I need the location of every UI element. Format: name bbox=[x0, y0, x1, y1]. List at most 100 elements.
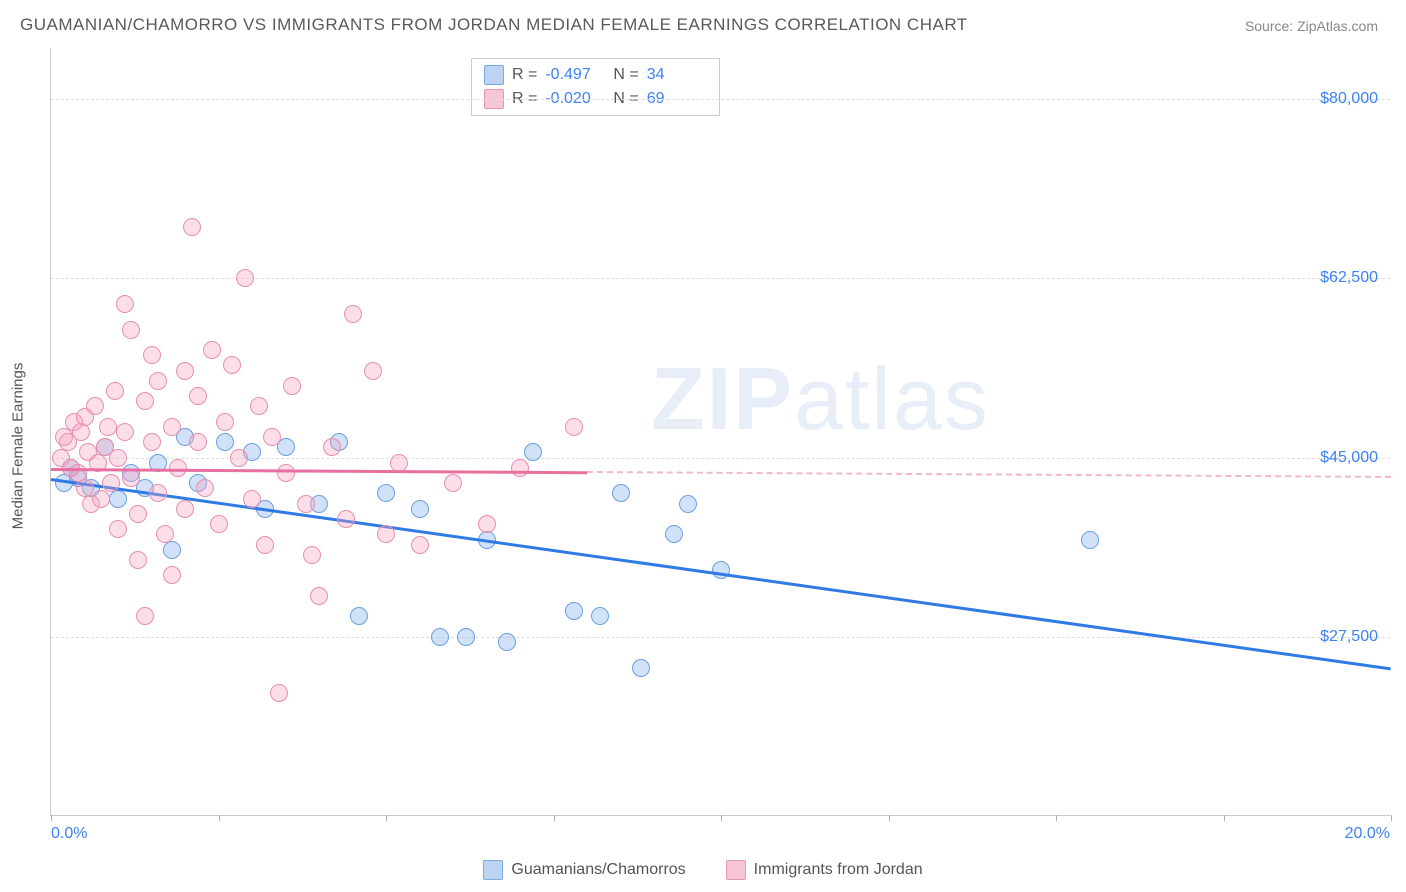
data-point-jordan bbox=[143, 346, 161, 364]
n-value-1: 34 bbox=[647, 66, 707, 84]
x-tick bbox=[51, 815, 52, 821]
bottom-legend: Guamanians/Chamorros Immigrants from Jor… bbox=[0, 860, 1406, 880]
data-point-jordan bbox=[116, 295, 134, 313]
data-point-guam bbox=[411, 500, 429, 518]
data-point-jordan bbox=[176, 362, 194, 380]
data-point-guam bbox=[163, 541, 181, 559]
y-axis-title: Median Female Earnings bbox=[10, 363, 27, 530]
data-point-jordan bbox=[377, 525, 395, 543]
watermark: ZIPatlas bbox=[651, 348, 990, 450]
legend-item-2: Immigrants from Jordan bbox=[726, 860, 923, 880]
data-point-jordan bbox=[149, 484, 167, 502]
data-point-guam bbox=[457, 628, 475, 646]
data-point-jordan bbox=[129, 505, 147, 523]
legend-label-1: Guamanians/Chamorros bbox=[511, 861, 685, 879]
x-tick bbox=[386, 815, 387, 821]
source-label: Source: ZipAtlas.com bbox=[1245, 18, 1378, 34]
y-tick-label: $27,500 bbox=[1320, 628, 1378, 646]
swatch-series1 bbox=[484, 65, 504, 85]
legend-swatch-2 bbox=[726, 860, 746, 880]
data-point-jordan bbox=[223, 356, 241, 374]
data-point-jordan bbox=[297, 495, 315, 513]
data-point-jordan bbox=[149, 372, 167, 390]
x-tick bbox=[1391, 815, 1392, 821]
data-point-jordan bbox=[116, 423, 134, 441]
grid-line bbox=[51, 99, 1390, 100]
y-tick-label: $45,000 bbox=[1320, 449, 1378, 467]
data-point-guam bbox=[712, 561, 730, 579]
data-point-jordan bbox=[163, 418, 181, 436]
data-point-jordan bbox=[478, 515, 496, 533]
data-point-jordan bbox=[270, 684, 288, 702]
correlation-stats-box: R = -0.497 N = 34 R = -0.020 N = 69 bbox=[471, 58, 720, 116]
y-tick-label: $62,500 bbox=[1320, 269, 1378, 287]
data-point-jordan bbox=[277, 464, 295, 482]
data-point-jordan bbox=[183, 218, 201, 236]
data-point-jordan bbox=[337, 510, 355, 528]
legend-item-1: Guamanians/Chamorros bbox=[483, 860, 685, 880]
data-point-jordan bbox=[163, 566, 181, 584]
data-point-jordan bbox=[390, 454, 408, 472]
data-point-guam bbox=[632, 659, 650, 677]
data-point-jordan bbox=[122, 321, 140, 339]
x-tick bbox=[1224, 815, 1225, 821]
legend-label-2: Immigrants from Jordan bbox=[754, 861, 923, 879]
data-point-jordan bbox=[86, 397, 104, 415]
data-point-jordan bbox=[92, 490, 110, 508]
x-tick bbox=[1056, 815, 1057, 821]
data-point-jordan bbox=[216, 413, 234, 431]
x-label-min: 0.0% bbox=[51, 825, 87, 843]
data-point-guam bbox=[665, 525, 683, 543]
data-point-guam bbox=[591, 607, 609, 625]
data-point-jordan bbox=[256, 536, 274, 554]
data-point-guam bbox=[1081, 531, 1099, 549]
data-point-jordan bbox=[250, 397, 268, 415]
data-point-jordan bbox=[210, 515, 228, 533]
data-point-guam bbox=[612, 484, 630, 502]
data-point-jordan bbox=[364, 362, 382, 380]
data-point-jordan bbox=[156, 525, 174, 543]
data-point-jordan bbox=[303, 546, 321, 564]
data-point-jordan bbox=[283, 377, 301, 395]
data-point-guam bbox=[431, 628, 449, 646]
data-point-jordan bbox=[203, 341, 221, 359]
data-point-guam bbox=[679, 495, 697, 513]
r-value-1: -0.497 bbox=[545, 66, 605, 84]
plot-area: ZIPatlas R = -0.497 N = 34 R = -0.020 N … bbox=[50, 48, 1390, 816]
data-point-jordan bbox=[189, 433, 207, 451]
data-point-jordan bbox=[106, 382, 124, 400]
x-label-max: 20.0% bbox=[1345, 825, 1390, 843]
data-point-jordan bbox=[411, 536, 429, 554]
chart-container: GUAMANIAN/CHAMORRO VS IMMIGRANTS FROM JO… bbox=[0, 0, 1406, 892]
x-tick bbox=[219, 815, 220, 821]
chart-title: GUAMANIAN/CHAMORRO VS IMMIGRANTS FROM JO… bbox=[20, 15, 968, 35]
data-point-guam bbox=[350, 607, 368, 625]
data-point-jordan bbox=[176, 500, 194, 518]
data-point-jordan bbox=[323, 438, 341, 456]
y-tick-label: $80,000 bbox=[1320, 90, 1378, 108]
data-point-jordan bbox=[143, 433, 161, 451]
x-tick bbox=[554, 815, 555, 821]
data-point-jordan bbox=[243, 490, 261, 508]
grid-line bbox=[51, 637, 1390, 638]
data-point-jordan bbox=[230, 449, 248, 467]
data-point-jordan bbox=[109, 449, 127, 467]
data-point-guam bbox=[216, 433, 234, 451]
trend-jordan-dash bbox=[587, 471, 1391, 478]
data-point-jordan bbox=[72, 423, 90, 441]
data-point-jordan bbox=[236, 269, 254, 287]
data-point-jordan bbox=[344, 305, 362, 323]
data-point-jordan bbox=[102, 474, 120, 492]
stat-row-series1: R = -0.497 N = 34 bbox=[484, 63, 707, 87]
data-point-guam bbox=[524, 443, 542, 461]
data-point-jordan bbox=[99, 418, 117, 436]
data-point-jordan bbox=[122, 469, 140, 487]
data-point-jordan bbox=[444, 474, 462, 492]
data-point-jordan bbox=[310, 587, 328, 605]
x-tick bbox=[721, 815, 722, 821]
data-point-jordan bbox=[136, 392, 154, 410]
data-point-jordan bbox=[511, 459, 529, 477]
data-point-jordan bbox=[196, 479, 214, 497]
data-point-jordan bbox=[263, 428, 281, 446]
data-point-jordan bbox=[136, 607, 154, 625]
